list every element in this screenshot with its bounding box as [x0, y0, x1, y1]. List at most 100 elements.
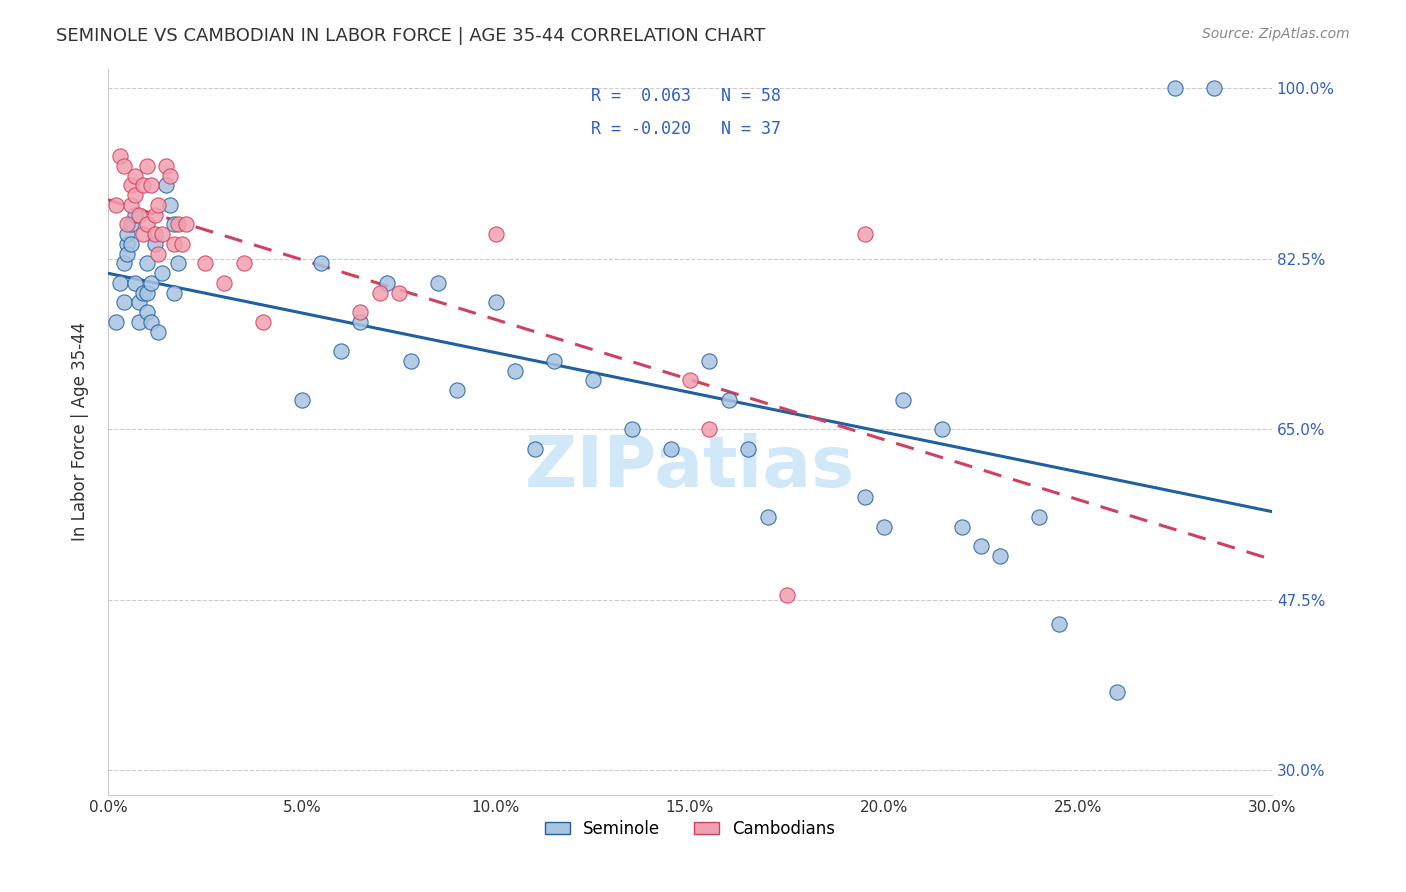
Point — [135, 218, 157, 232]
Point — [873, 519, 896, 533]
Point — [159, 169, 181, 183]
Point — [112, 256, 135, 270]
Point — [853, 227, 876, 242]
Text: ZIPatlas: ZIPatlas — [524, 434, 855, 502]
Point — [128, 208, 150, 222]
Text: SEMINOLE VS CAMBODIAN IN LABOR FORCE | AGE 35-44 CORRELATION CHART: SEMINOLE VS CAMBODIAN IN LABOR FORCE | A… — [56, 27, 765, 45]
Point — [139, 178, 162, 193]
Point — [931, 422, 953, 436]
Point — [505, 364, 527, 378]
Point — [349, 315, 371, 329]
Point — [699, 422, 721, 436]
Point — [128, 315, 150, 329]
Point — [155, 178, 177, 193]
Point — [349, 305, 371, 319]
Point — [117, 227, 139, 242]
Point — [148, 246, 170, 260]
Point — [679, 374, 702, 388]
Point — [120, 198, 142, 212]
Point — [135, 159, 157, 173]
Point — [853, 491, 876, 505]
Point — [148, 325, 170, 339]
Point — [388, 285, 411, 300]
Point — [620, 422, 643, 436]
Point — [756, 509, 779, 524]
Point — [139, 276, 162, 290]
Point — [446, 383, 468, 397]
Point — [135, 305, 157, 319]
Point — [159, 198, 181, 212]
Point — [582, 374, 605, 388]
Point — [426, 276, 449, 290]
Point — [120, 237, 142, 252]
Point — [523, 442, 546, 456]
Point — [112, 295, 135, 310]
Point — [163, 218, 186, 232]
Point — [112, 159, 135, 173]
Point — [132, 227, 155, 242]
Point — [1105, 685, 1128, 699]
Point — [124, 188, 146, 202]
Point — [1164, 81, 1187, 95]
Point — [891, 392, 914, 407]
Point — [166, 218, 188, 232]
Point — [174, 218, 197, 232]
Point — [120, 218, 142, 232]
Point — [194, 256, 217, 270]
Point — [135, 285, 157, 300]
Point — [375, 276, 398, 290]
Point — [232, 256, 254, 270]
Point — [132, 178, 155, 193]
Point — [117, 218, 139, 232]
Point — [163, 285, 186, 300]
Point — [399, 354, 422, 368]
Point — [120, 178, 142, 193]
Point — [143, 237, 166, 252]
Point — [214, 276, 236, 290]
Point — [163, 237, 186, 252]
Point — [150, 266, 173, 280]
Point — [291, 392, 314, 407]
Point — [104, 198, 127, 212]
Point — [143, 208, 166, 222]
Point — [135, 256, 157, 270]
Point — [543, 354, 565, 368]
Point — [117, 237, 139, 252]
Point — [124, 208, 146, 222]
Point — [108, 276, 131, 290]
Point — [970, 539, 993, 553]
Legend: Seminole, Cambodians: Seminole, Cambodians — [538, 814, 842, 845]
Point — [485, 227, 508, 242]
Text: Source: ZipAtlas.com: Source: ZipAtlas.com — [1202, 27, 1350, 41]
Point — [368, 285, 391, 300]
Point — [1202, 81, 1225, 95]
Point — [166, 256, 188, 270]
Point — [699, 354, 721, 368]
Point — [737, 442, 759, 456]
Point — [950, 519, 973, 533]
Point — [143, 227, 166, 242]
Point — [1028, 509, 1050, 524]
Text: R =  0.063   N = 58: R = 0.063 N = 58 — [591, 87, 780, 105]
Point — [170, 237, 193, 252]
Text: R = -0.020   N = 37: R = -0.020 N = 37 — [591, 120, 780, 138]
Y-axis label: In Labor Force | Age 35-44: In Labor Force | Age 35-44 — [72, 322, 89, 541]
Point — [329, 344, 352, 359]
Point — [128, 295, 150, 310]
Point — [132, 285, 155, 300]
Point — [659, 442, 682, 456]
Point — [117, 246, 139, 260]
Point — [148, 198, 170, 212]
Point — [108, 149, 131, 163]
Point — [155, 159, 177, 173]
Point — [485, 295, 508, 310]
Point — [717, 392, 740, 407]
Point — [776, 588, 799, 602]
Point — [988, 549, 1011, 563]
Point — [104, 315, 127, 329]
Point — [311, 256, 333, 270]
Point — [150, 227, 173, 242]
Point — [124, 169, 146, 183]
Point — [252, 315, 274, 329]
Point — [124, 276, 146, 290]
